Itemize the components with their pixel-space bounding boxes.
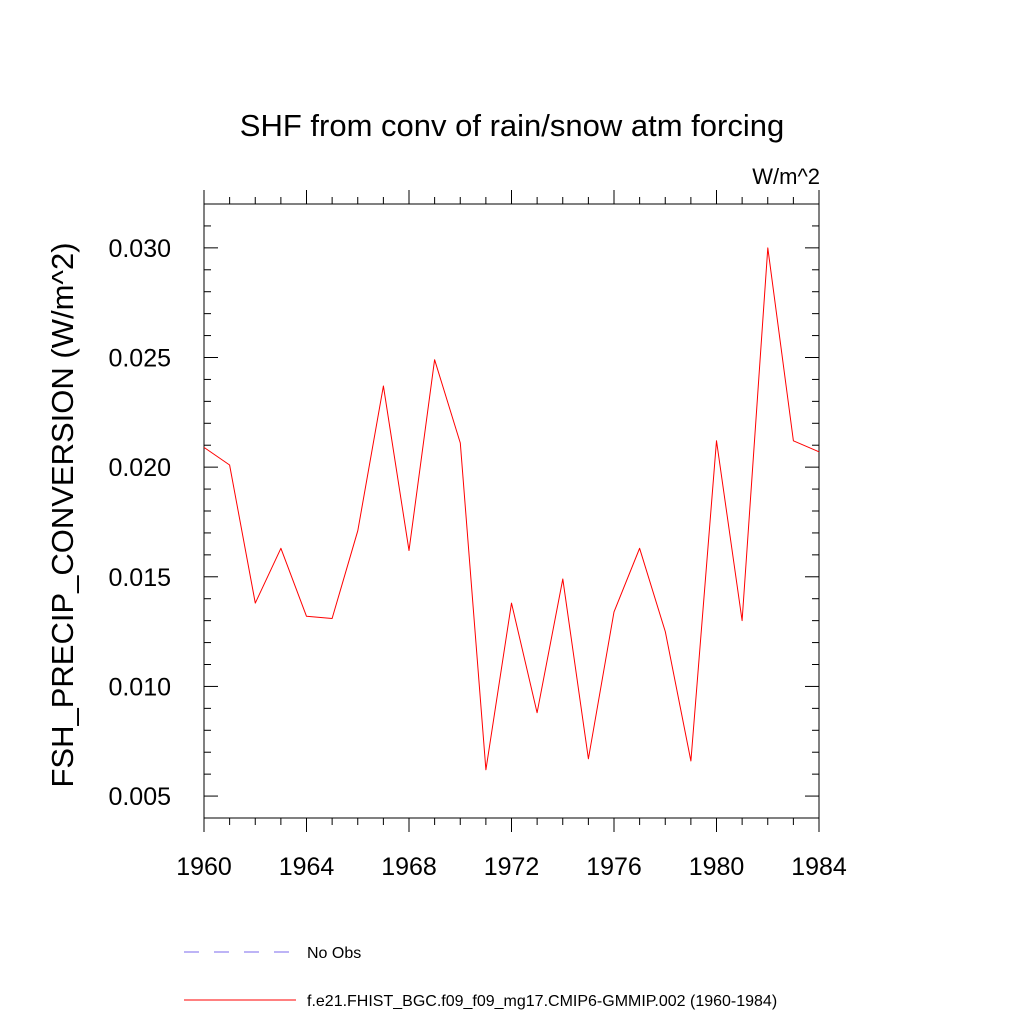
y-tick-label: 0.005	[108, 783, 171, 811]
y-tick-label: 0.010	[108, 673, 171, 701]
series-line	[203, 247, 820, 771]
x-tick-label: 1972	[484, 853, 540, 881]
y-tick-label: 0.020	[108, 454, 171, 482]
x-tick-label: 1984	[791, 853, 847, 881]
x-tick-label: 1980	[689, 853, 745, 881]
x-tick-label: 1976	[586, 853, 642, 881]
x-tick-label: 1964	[279, 853, 335, 881]
x-tick-label: 1960	[176, 853, 232, 881]
y-tick-label: 0.015	[108, 564, 171, 592]
chart-title: SHF from conv of rain/snow atm forcing	[240, 108, 784, 143]
legend-label: No Obs	[307, 945, 361, 962]
y-tick-labels: 0.005 0.010 0.015 0.020 0.025 0.030	[108, 235, 171, 811]
data-series	[203, 247, 820, 771]
x-tick-label: 1968	[381, 853, 437, 881]
y-axis-label: FSH_PRECIP_CONVERSION (W/m^2)	[45, 242, 80, 787]
y-tick-label: 0.025	[108, 345, 171, 373]
x-tick-labels: 1960 1964 1968 1972 1976 1980 1984	[176, 853, 847, 881]
legend: No Obs f.e21.FHIST_BGC.f09_f09_mg17.CMIP6…	[184, 945, 777, 1010]
units-label: W/m^2	[752, 164, 820, 189]
legend-label: f.e21.FHIST_BGC.f09_f09_mg17.CMIP6-GMMIP…	[307, 993, 777, 1010]
y-tick-label: 0.030	[108, 235, 171, 263]
axis-ticks	[203, 190, 820, 832]
